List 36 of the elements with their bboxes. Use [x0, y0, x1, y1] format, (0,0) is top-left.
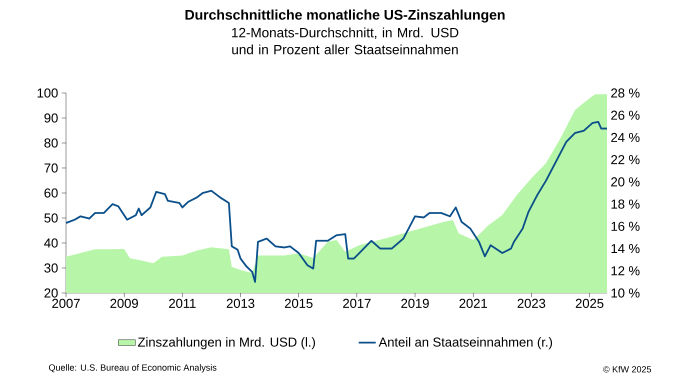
chart-subtitle: 12-Monats-Durchschnitt, in Mrd. USD und in Prozent aller Staatseinnahmen — [232, 28, 458, 54]
y2-tick-label: 12 % — [612, 266, 640, 276]
y-tick-label: 30 — [44, 263, 58, 273]
y2-tick-label: 16 % — [612, 222, 640, 231]
x-tick-label: 2011 — [169, 298, 196, 308]
x-tick-label: 2007 — [52, 298, 80, 308]
y-tick-label: 90 — [44, 113, 58, 123]
y-tick-label: 70 — [44, 163, 58, 173]
chart-title: Durchschnittliche monatliche US-Zinszahlungen — [186, 10, 505, 23]
x-tick-label: 2017 — [343, 298, 371, 308]
line-series — [66, 120, 608, 283]
legend-label: Anteil an Staatseinnahmen (r.) — [378, 337, 552, 350]
y2-tick-label: 18 % — [612, 200, 640, 209]
y-tick-label: 50 — [44, 213, 58, 223]
y-tick-label: 20 — [44, 288, 58, 298]
x-tick-label: 2013 — [226, 298, 254, 308]
y-tick-label: 100 — [38, 88, 58, 98]
x-tick-label: 2025 — [576, 298, 604, 308]
y2-tick-label: 26 % — [611, 110, 640, 120]
y-tick-label: 40 — [44, 238, 58, 248]
legend-label: Zinszahlungen in Mrd. USD (l.) — [138, 337, 315, 350]
x-tick-label: 2009 — [110, 298, 138, 308]
x-tick-label: 2015 — [284, 298, 313, 308]
x-tick-label: 2021 — [459, 298, 487, 308]
y2-tick-label: 28 % — [611, 88, 640, 98]
y2-tick-label: 22 % — [611, 155, 640, 164]
x-tick-label: 2023 — [518, 298, 546, 308]
x-tick-label: 2019 — [401, 298, 429, 308]
source-note: Quelle: U.S. Bureau of Economic Analysis — [48, 364, 216, 372]
y2-tick-label: 10 % — [612, 288, 640, 298]
y-tick-label: 80 — [44, 138, 58, 148]
y-tick-label: 60 — [44, 188, 58, 198]
y2-tick-label: 14 % — [612, 244, 640, 254]
y2-tick-label: 20 % — [611, 177, 640, 186]
text: © KfW 2025 — [603, 366, 652, 372]
y2-tick-label: 24 % — [611, 132, 640, 142]
